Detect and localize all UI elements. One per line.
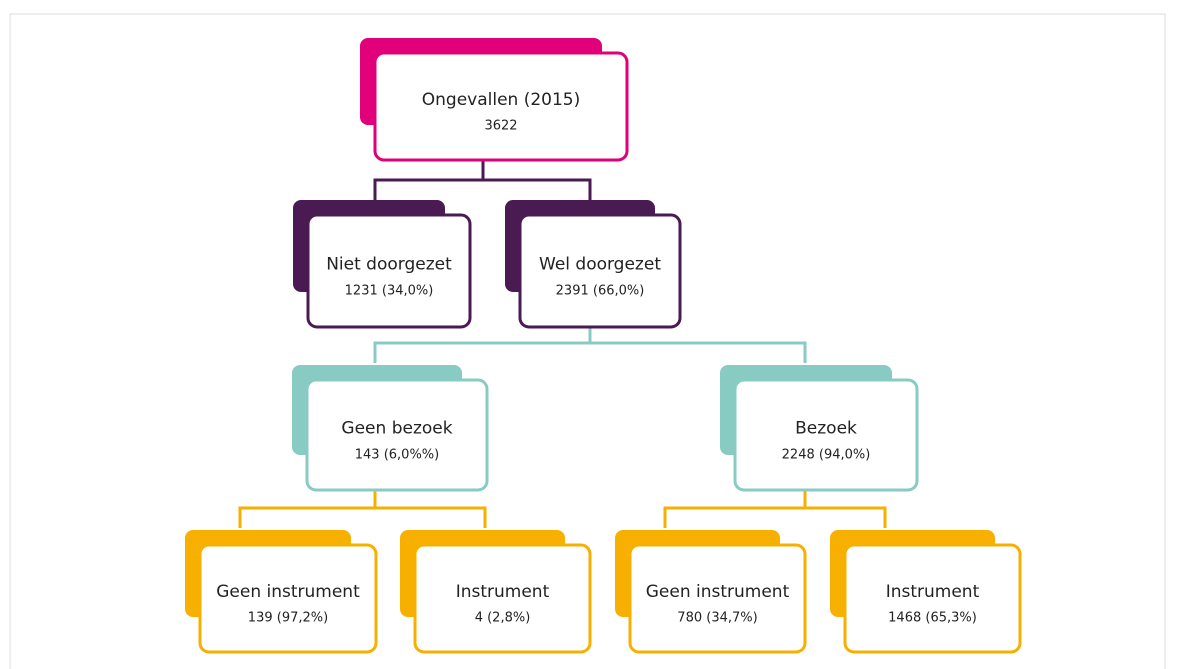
node-box (305, 378, 489, 492)
node-box (413, 543, 592, 654)
nodes: Ongevallen (2015) 3622 Niet doorgezet 1231 … (185, 38, 1022, 654)
connector (373, 160, 592, 200)
node-box (306, 213, 472, 329)
node-value: 1231 (34,0%) (345, 284, 434, 299)
node-label: Geen instrument (646, 582, 790, 602)
node-box (373, 51, 629, 162)
node-label: Instrument (456, 582, 550, 602)
node-box (843, 543, 1022, 654)
node-label: Ongevallen (2015) (422, 90, 581, 110)
node-box (628, 543, 807, 654)
node-value: 2248 (94,0%) (782, 447, 871, 462)
node-value: 2391 (66,0%) (556, 284, 645, 299)
node-value: 3622 (484, 118, 517, 133)
frame (9, 13, 1166, 669)
node-value: 143 (6,0%%) (355, 447, 439, 462)
node-label: Niet doorgezet (326, 254, 452, 274)
node-box (733, 378, 919, 492)
node-label: Bezoek (795, 418, 857, 438)
connector (373, 327, 807, 363)
node-value: 139 (97,2%) (248, 610, 328, 625)
connector (238, 490, 887, 528)
node-label: Geen instrument (216, 582, 360, 602)
node-value: 4 (2,8%) (475, 610, 531, 625)
node-label: Wel doorgezet (539, 254, 661, 274)
node-box (518, 213, 682, 329)
node-label: Geen bezoek (341, 418, 452, 438)
node-value: 1468 (65,3%) (888, 610, 977, 625)
node-box (198, 543, 378, 654)
node-label: Instrument (886, 582, 980, 602)
node-value: 780 (34,7%) (677, 610, 757, 625)
